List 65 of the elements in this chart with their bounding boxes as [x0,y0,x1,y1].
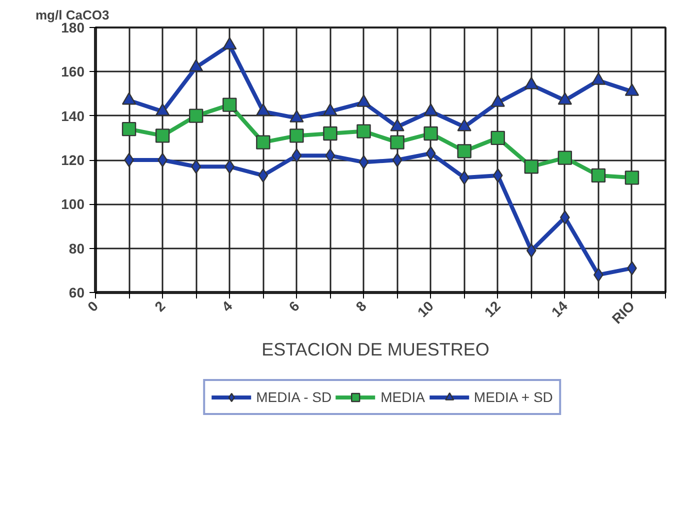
y-tick-label: 100 [61,196,85,212]
x-tick-label: 0 [84,298,102,315]
point [591,168,606,183]
point [390,135,404,150]
legend-label: MEDIA + SD [474,389,553,405]
y-tick-label: 180 [61,20,85,36]
x-tick-label: 4 [218,298,236,315]
point [457,144,472,158]
point [490,130,505,146]
legend-label: MEDIA [380,389,425,405]
x-tick-label: 2 [151,298,168,315]
x-axis-title: ESTACION DE MUESTREO [262,339,490,360]
point [325,148,336,163]
x-tick-label: RIO [608,298,638,327]
point [155,103,170,116]
point [155,128,170,143]
point [292,148,302,163]
point [323,126,338,141]
x-tick-label: 10 [414,298,437,320]
point [256,135,270,150]
point [323,103,338,116]
y-tick-label: 80 [68,240,85,256]
point [424,126,438,141]
y-tick-label: 140 [61,108,85,124]
point [188,108,204,123]
point [524,76,538,90]
x-tick-label: 14 [548,298,571,320]
point [122,92,136,105]
point [424,103,438,116]
point [258,168,268,183]
point [558,150,572,165]
point [492,168,503,183]
y-tick-label: 120 [61,152,85,168]
point [222,37,237,50]
point [490,94,505,107]
point [526,243,536,258]
point [191,160,202,174]
point [356,124,371,138]
point [591,72,606,85]
legend-label: MEDIA - SD [256,389,332,405]
point [624,170,640,185]
point [560,210,570,225]
point [426,146,436,160]
point [558,92,572,105]
y-axis-title: mg/l CaCO3 [36,8,110,22]
point [457,118,472,132]
point [459,170,470,185]
point [224,160,235,174]
point [358,155,369,170]
point [356,94,371,107]
point [122,122,136,136]
y-tick-label: 160 [61,64,85,80]
x-tick-label: 6 [286,298,302,315]
point [256,103,270,116]
point [390,118,404,132]
point [624,83,640,96]
point [290,110,304,122]
x-tick-label: 8 [352,298,370,315]
point [290,128,304,143]
y-tick-label: 60 [68,284,85,300]
point [524,160,538,174]
point [188,59,204,72]
point [222,98,237,112]
x-tick-label: 12 [481,298,504,320]
point [392,152,402,168]
